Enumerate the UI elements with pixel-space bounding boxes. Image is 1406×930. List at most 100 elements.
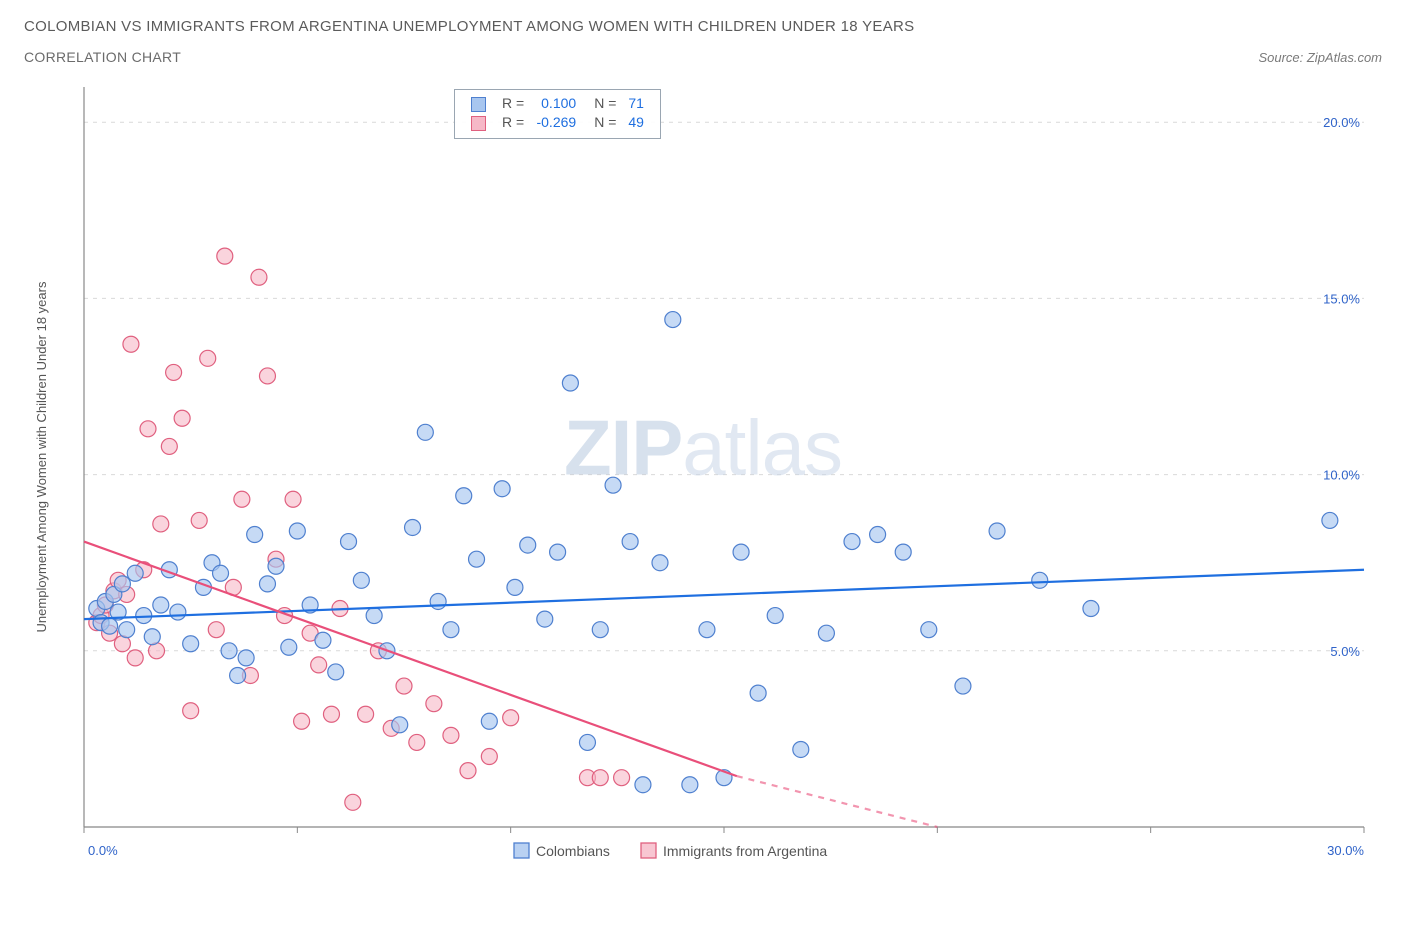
legend-label: Immigrants from Argentina xyxy=(663,843,827,859)
scatter-point xyxy=(251,269,267,285)
scatter-point xyxy=(699,622,715,638)
n-value: 71 xyxy=(622,94,650,113)
scatter-point xyxy=(238,650,254,666)
chart-subtitle: CORRELATION CHART xyxy=(24,49,181,65)
trend-line-extrapolated xyxy=(737,776,938,827)
scatter-point xyxy=(153,516,169,532)
scatter-point xyxy=(358,706,374,722)
scatter-point xyxy=(127,650,143,666)
scatter-point xyxy=(289,523,305,539)
r-value: -0.269 xyxy=(530,113,582,132)
scatter-point xyxy=(208,622,224,638)
scatter-point xyxy=(592,622,608,638)
scatter-point xyxy=(562,375,578,391)
svg-text:0.0%: 0.0% xyxy=(88,843,118,858)
scatter-point xyxy=(622,534,638,550)
scatter-point xyxy=(102,618,118,634)
scatter-point xyxy=(592,770,608,786)
scatter-point xyxy=(183,636,199,652)
scatter-point xyxy=(119,622,135,638)
scatter-point xyxy=(733,544,749,560)
svg-text:30.0%: 30.0% xyxy=(1327,843,1364,858)
scatter-point xyxy=(353,572,369,588)
scatter-point xyxy=(537,611,553,627)
scatter-point xyxy=(409,734,425,750)
scatter-point xyxy=(481,749,497,765)
svg-text:20.0%: 20.0% xyxy=(1323,115,1360,130)
scatter-point xyxy=(635,777,651,793)
scatter-point xyxy=(614,770,630,786)
scatter-point xyxy=(844,534,860,550)
scatter-point xyxy=(183,703,199,719)
scatter-point xyxy=(507,579,523,595)
scatter-point xyxy=(417,424,433,440)
scatter-point xyxy=(793,741,809,757)
scatter-point xyxy=(1322,512,1338,528)
scatter-point xyxy=(443,727,459,743)
scatter-point xyxy=(323,706,339,722)
scatter-point xyxy=(989,523,1005,539)
scatter-point xyxy=(281,639,297,655)
scatter-point xyxy=(200,350,216,366)
scatter-point xyxy=(217,248,233,264)
scatter-point xyxy=(750,685,766,701)
scatter-point xyxy=(682,777,698,793)
scatter-point xyxy=(767,608,783,624)
legend-swatch xyxy=(514,843,529,858)
scatter-point xyxy=(294,713,310,729)
scatter-point xyxy=(311,657,327,673)
scatter-point xyxy=(127,565,143,581)
scatter-point xyxy=(396,678,412,694)
scatter-point xyxy=(579,734,595,750)
chart-title: COLOMBIAN VS IMMIGRANTS FROM ARGENTINA U… xyxy=(24,18,1382,35)
scatter-point xyxy=(315,632,331,648)
scatter-point xyxy=(469,551,485,567)
scatter-point xyxy=(170,604,186,620)
scatter-point xyxy=(870,527,886,543)
scatter-point xyxy=(405,519,421,535)
scatter-point xyxy=(259,368,275,384)
scatter-point xyxy=(144,629,160,645)
scatter-point xyxy=(123,336,139,352)
scatter-point xyxy=(247,527,263,543)
n-value: 49 xyxy=(622,113,650,132)
scatter-point xyxy=(481,713,497,729)
correlation-scatter-chart: 5.0%10.0%15.0%20.0%0.0%30.0%Unemployment… xyxy=(24,75,1382,885)
scatter-point xyxy=(174,410,190,426)
legend-label: Colombians xyxy=(536,843,610,859)
scatter-point xyxy=(153,597,169,613)
scatter-point xyxy=(114,576,130,592)
source-attribution: Source: ZipAtlas.com xyxy=(1258,50,1382,65)
scatter-point xyxy=(191,512,207,528)
scatter-point xyxy=(166,364,182,380)
correlation-stats-box: R =0.100N =71R =-0.269N =49 xyxy=(454,89,661,139)
scatter-point xyxy=(268,558,284,574)
scatter-point xyxy=(161,438,177,454)
scatter-point xyxy=(652,555,668,571)
svg-text:Unemployment Among Women with: Unemployment Among Women with Children U… xyxy=(34,281,49,632)
stat-swatch xyxy=(471,116,486,131)
scatter-point xyxy=(665,312,681,328)
scatter-point xyxy=(456,488,472,504)
svg-text:15.0%: 15.0% xyxy=(1323,291,1360,306)
scatter-point xyxy=(520,537,536,553)
scatter-point xyxy=(345,794,361,810)
scatter-point xyxy=(140,421,156,437)
stat-swatch xyxy=(471,97,486,112)
scatter-point xyxy=(1032,572,1048,588)
chart-svg: 5.0%10.0%15.0%20.0%0.0%30.0%Unemployment… xyxy=(24,75,1382,885)
scatter-point xyxy=(1083,601,1099,617)
svg-text:10.0%: 10.0% xyxy=(1323,468,1360,483)
scatter-point xyxy=(328,664,344,680)
scatter-point xyxy=(285,491,301,507)
scatter-point xyxy=(443,622,459,638)
scatter-point xyxy=(259,576,275,592)
scatter-point xyxy=(221,643,237,659)
scatter-point xyxy=(895,544,911,560)
scatter-point xyxy=(430,593,446,609)
scatter-point xyxy=(392,717,408,733)
legend-swatch xyxy=(641,843,656,858)
scatter-point xyxy=(605,477,621,493)
scatter-point xyxy=(550,544,566,560)
scatter-point xyxy=(366,608,382,624)
